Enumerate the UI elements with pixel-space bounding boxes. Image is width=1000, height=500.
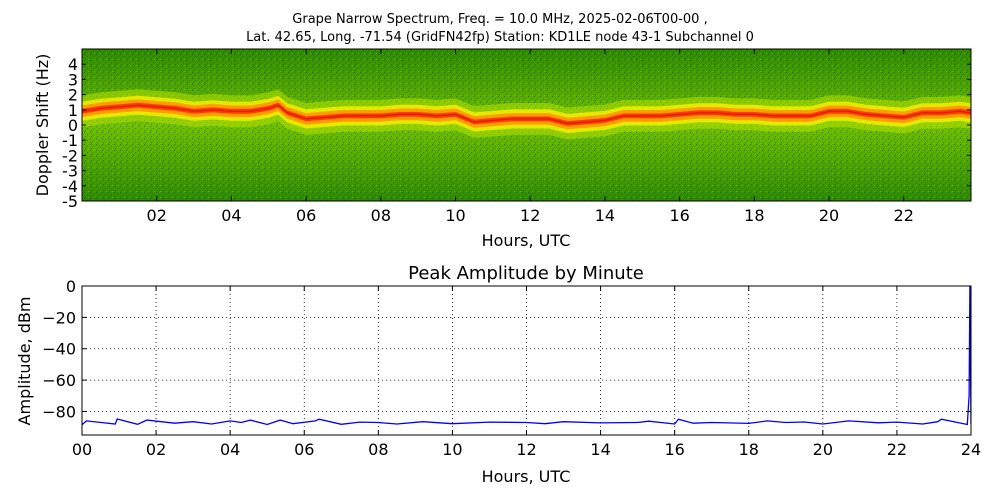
spectrogram-x-ticks: 02 04 06 08 10 12 14 16 18 20 22 (147, 49, 914, 225)
amplitude-y-ticks: 0 −20 −40 −60 −80 (42, 277, 971, 421)
amplitude-series-line (82, 286, 971, 426)
spectrogram-x-axis-label: Hours, UTC (482, 231, 571, 250)
amplitude-x-tick-label: 18 (739, 440, 759, 459)
spectrogram-x-tick-label: 18 (744, 206, 764, 225)
amplitude-chart: Peak Amplitude by Minute 00 02 04 06 08 10 12 1… (15, 263, 981, 486)
spectrogram-y-tick-label: -5 (62, 192, 78, 211)
spectrogram-y-tick-label: -3 (62, 162, 78, 181)
amplitude-y-tick-label: −80 (42, 402, 76, 421)
spectrogram-x-tick-label: 02 (147, 206, 167, 225)
amplitude-x-tick-label: 20 (813, 440, 833, 459)
amplitude-chart-title: Peak Amplitude by Minute (408, 263, 644, 284)
spectrogram-y-axis-label: Doppler Shift (Hz) (33, 54, 52, 197)
amplitude-y-axis-label: Amplitude, dBm (15, 297, 34, 426)
amplitude-x-tick-label: 08 (368, 440, 388, 459)
spectrogram-y-tick-label: 0 (68, 116, 78, 135)
spectrogram-x-tick-label: 08 (371, 206, 391, 225)
spectrogram-y-tick-label: -2 (62, 146, 78, 165)
amplitude-x-tick-label: 14 (590, 440, 610, 459)
amplitude-y-tick-label: −20 (42, 308, 76, 327)
figure-title-line-1: Grape Narrow Spectrum, Freq. = 10.0 MHz,… (292, 12, 708, 27)
spectrogram-x-tick-label: 16 (669, 206, 689, 225)
amplitude-y-tick-label: −40 (42, 340, 76, 359)
doppler-band-orange (82, 99, 971, 130)
amplitude-y-tick-label: 0 (66, 277, 76, 296)
spectrogram-y-tick-label: -1 (62, 131, 78, 150)
amplitude-x-tick-label: 24 (961, 440, 981, 459)
amplitude-series-group (82, 286, 971, 426)
spectrogram-x-tick-label: 12 (520, 206, 540, 225)
spectrogram-x-tick-label: 04 (221, 206, 241, 225)
amplitude-x-tick-label: 06 (294, 440, 314, 459)
amplitude-y-tick-label: −60 (42, 371, 76, 390)
spectrogram-y-tick-label: 3 (68, 70, 78, 89)
amplitude-plot-area (82, 286, 971, 435)
amplitude-x-tick-label: 04 (220, 440, 240, 459)
spectrogram-x-tick-label: 22 (894, 206, 914, 225)
amplitude-x-tick-label: 16 (664, 440, 684, 459)
amplitude-x-axis-label: Hours, UTC (482, 467, 571, 486)
amplitude-grid (82, 286, 971, 435)
doppler-band-core (82, 102, 971, 126)
doppler-band-group (82, 89, 971, 140)
amplitude-x-tick-label: 02 (146, 440, 166, 459)
amplitude-x-ticks: 00 02 04 06 08 10 12 14 16 18 20 22 24 (72, 286, 981, 459)
amplitude-x-tick-label: 00 (72, 440, 92, 459)
amplitude-x-tick-label: 10 (442, 440, 462, 459)
spectrogram-y-tick-label: 2 (68, 86, 78, 105)
figure-title-line-2: Lat. 42.65, Long. -71.54 (GridFN42fp) St… (246, 30, 754, 45)
doppler-peak-line (82, 104, 971, 125)
spectrogram-x-tick-label: 14 (595, 206, 615, 225)
amplitude-x-tick-label: 12 (516, 440, 536, 459)
spectrogram-y-tick-label: -4 (62, 177, 78, 196)
spectrogram-x-tick-label: 10 (445, 206, 465, 225)
spectrogram-y-tick-label: 4 (68, 55, 78, 74)
spectrogram-y-tick-label: 1 (68, 101, 78, 120)
spectrogram-x-tick-label: 06 (296, 206, 316, 225)
amplitude-x-tick-label: 22 (887, 440, 907, 459)
spectrogram-x-tick-label: 20 (819, 206, 839, 225)
